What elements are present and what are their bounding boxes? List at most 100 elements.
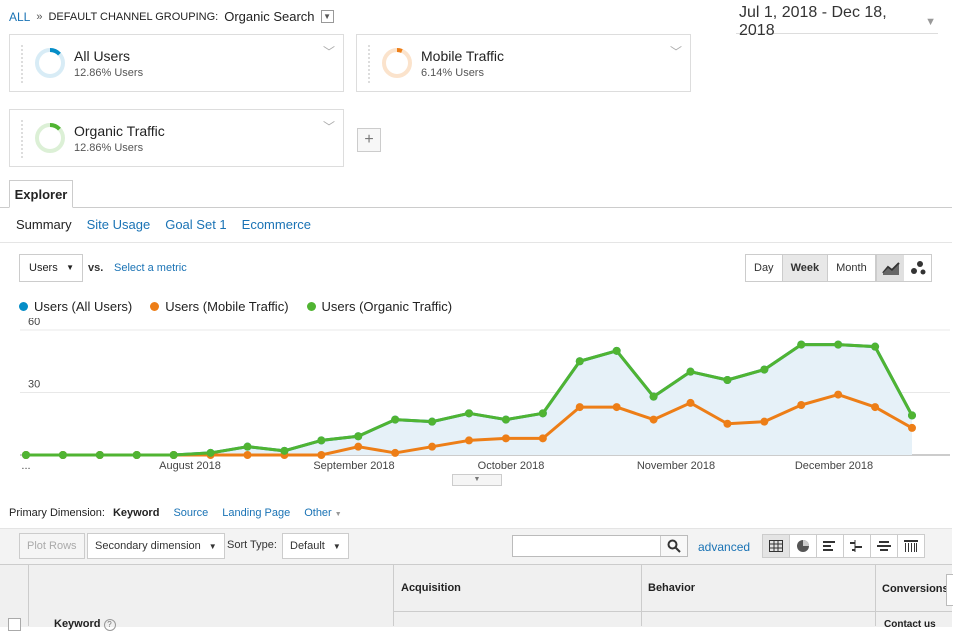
subtab-site-usage[interactable]: Site Usage <box>86 217 151 232</box>
dimension-other[interactable]: Other ▼ <box>304 507 342 519</box>
data-point[interactable] <box>908 411 916 420</box>
collapse-chart-button[interactable]: ▼ <box>452 474 502 486</box>
segment-card-all-users[interactable]: All Users 12.86% Users ﹀ <box>9 34 344 92</box>
data-point[interactable] <box>834 340 843 349</box>
data-point[interactable] <box>243 442 252 451</box>
help-icon[interactable]: ? <box>103 619 116 631</box>
select-all-checkbox[interactable] <box>8 618 21 631</box>
data-point[interactable] <box>834 390 843 399</box>
keyword-column-header[interactable]: Keyword ? <box>54 618 116 631</box>
subtab-summary[interactable]: Summary <box>16 217 72 232</box>
keyword-column-label: Keyword <box>54 618 101 630</box>
data-point[interactable] <box>391 415 400 424</box>
data-point[interactable] <box>501 434 510 443</box>
data-point[interactable] <box>317 436 326 445</box>
data-point[interactable] <box>58 451 67 459</box>
data-point[interactable] <box>797 340 806 349</box>
date-range-picker[interactable]: Jul 1, 2018 - Dec 18, 2018 ▼ <box>736 4 938 39</box>
data-point[interactable] <box>575 403 584 412</box>
data-point[interactable] <box>612 403 621 412</box>
search-button[interactable] <box>660 536 687 556</box>
goal-column-header[interactable]: Contact us <box>884 619 936 630</box>
data-point[interactable] <box>317 451 326 459</box>
data-point[interactable] <box>169 451 178 459</box>
data-point[interactable] <box>465 436 473 445</box>
metric-select[interactable]: Users ▼ <box>19 254 83 282</box>
pivot-icon[interactable] <box>898 535 924 557</box>
motion-chart-icon[interactable] <box>904 255 931 281</box>
subtab-ecommerce[interactable]: Ecommerce <box>241 217 312 232</box>
data-point[interactable] <box>760 365 769 374</box>
dimension-keyword[interactable]: Keyword <box>112 507 160 519</box>
dimension-landing-page[interactable]: Landing Page <box>222 507 291 519</box>
data-point[interactable] <box>538 434 547 443</box>
data-point[interactable] <box>22 451 30 459</box>
data-point[interactable] <box>649 392 658 401</box>
segment-card-mobile-traffic[interactable]: Mobile Traffic 6.14% Users ﹀ <box>356 34 691 92</box>
segment-card-organic-traffic[interactable]: Organic Traffic 12.86% Users ﹀ <box>9 109 344 167</box>
add-segment-button[interactable]: + <box>357 128 381 152</box>
data-point[interactable] <box>354 432 363 441</box>
data-point[interactable] <box>243 451 252 459</box>
pie-chart-icon[interactable] <box>790 535 817 557</box>
sort-type-select[interactable]: Default ▼ <box>282 533 349 559</box>
chevron-down-icon[interactable]: ﹀ <box>669 45 682 59</box>
data-point[interactable] <box>501 415 510 424</box>
goal-select[interactable] <box>946 574 953 606</box>
advanced-filter-link[interactable]: advanced <box>698 540 751 554</box>
month-button[interactable]: Month <box>828 255 875 281</box>
data-table-icon[interactable] <box>763 535 790 557</box>
chevron-down-icon[interactable]: ﹀ <box>322 45 335 59</box>
divider <box>0 207 952 208</box>
data-point[interactable] <box>797 401 806 409</box>
line-chart-icon[interactable] <box>877 255 904 281</box>
drag-handle-icon[interactable] <box>21 45 27 83</box>
day-button[interactable]: Day <box>746 255 783 281</box>
dimension-source[interactable]: Source <box>173 507 209 519</box>
tab-explorer[interactable]: Explorer <box>9 180 73 208</box>
data-point[interactable] <box>132 451 141 459</box>
legend-dot <box>19 302 28 311</box>
table-search-input[interactable] <box>512 535 688 557</box>
data-point[interactable] <box>686 398 695 407</box>
data-point[interactable] <box>760 417 769 426</box>
data-point[interactable] <box>871 403 880 412</box>
comparison-icon[interactable] <box>844 535 871 557</box>
data-point[interactable] <box>95 451 104 459</box>
segment-percent: 6.14% Users <box>421 67 484 79</box>
data-point[interactable] <box>723 376 732 384</box>
performance-icon[interactable] <box>817 535 844 557</box>
plot-rows-button[interactable]: Plot Rows <box>19 533 85 559</box>
data-point[interactable] <box>686 367 695 376</box>
week-button[interactable]: Week <box>782 255 829 281</box>
legend-item[interactable]: Users (Mobile Traffic) <box>150 299 289 314</box>
chevron-down-icon[interactable]: ﹀ <box>322 120 335 134</box>
data-point[interactable] <box>391 448 400 457</box>
data-point[interactable] <box>871 342 880 351</box>
subtab-goal-set-1[interactable]: Goal Set 1 <box>165 217 227 232</box>
breadcrumb: ALL » DEFAULT CHANNEL GROUPING: Organic … <box>9 9 334 24</box>
data-point[interactable] <box>908 423 916 432</box>
data-point[interactable] <box>428 417 437 426</box>
select-metric-link[interactable]: Select a metric <box>114 262 187 274</box>
data-point[interactable] <box>465 409 473 418</box>
data-point[interactable] <box>612 346 621 355</box>
data-point[interactable] <box>575 357 584 366</box>
breadcrumb-all-link[interactable]: ALL <box>9 9 31 24</box>
x-tick-label: December 2018 <box>795 460 873 472</box>
legend-item[interactable]: Users (Organic Traffic) <box>306 299 452 314</box>
data-point[interactable] <box>649 415 658 424</box>
data-point[interactable] <box>280 446 289 455</box>
line-chart[interactable]: 60 30... August 2018 September 2018 October … <box>0 318 960 488</box>
legend-item[interactable]: Users (All Users) <box>19 299 132 314</box>
chevron-down-icon[interactable]: ▼ <box>320 10 334 23</box>
data-point[interactable] <box>723 419 732 428</box>
drag-handle-icon[interactable] <box>368 45 374 83</box>
data-point[interactable] <box>538 409 547 418</box>
term-cloud-icon[interactable] <box>871 535 898 557</box>
data-point[interactable] <box>206 448 215 457</box>
secondary-dimension-select[interactable]: Secondary dimension ▼ <box>87 533 225 559</box>
data-point[interactable] <box>354 442 363 451</box>
data-point[interactable] <box>428 442 437 451</box>
drag-handle-icon[interactable] <box>21 120 27 158</box>
